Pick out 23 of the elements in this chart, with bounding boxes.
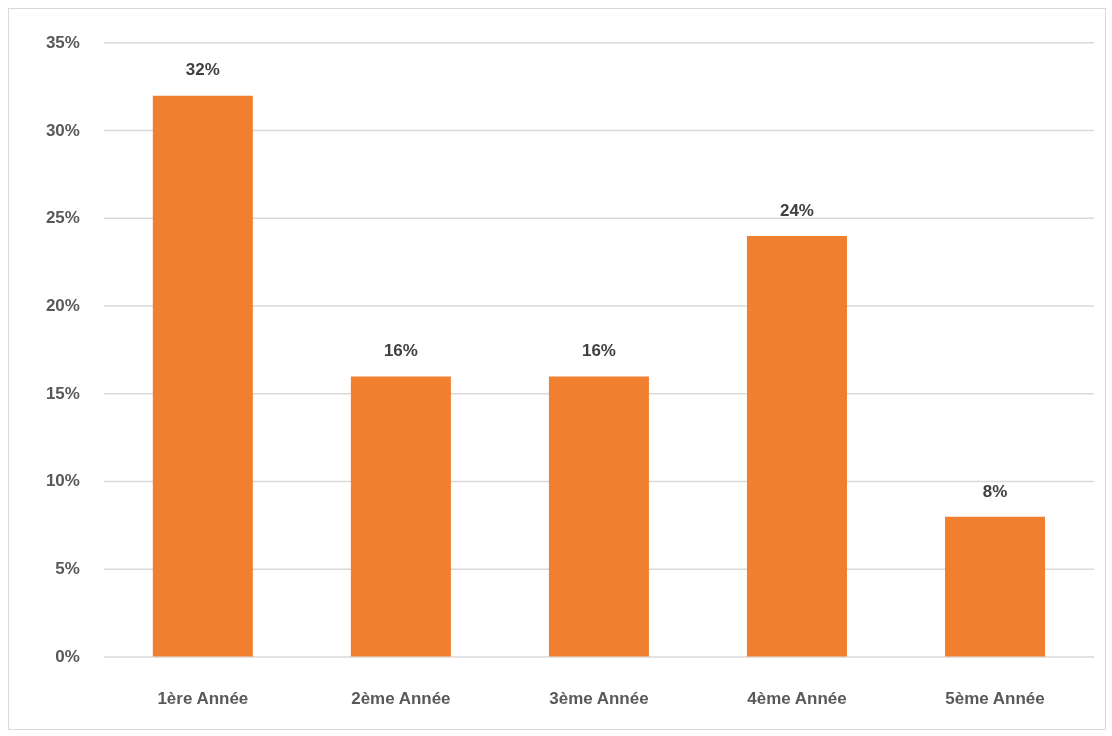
data-label: 8%: [982, 481, 1008, 501]
x-tick-label: 3ème Année: [549, 688, 649, 708]
y-tick-label: 35%: [45, 32, 80, 52]
y-tick-label: 30%: [45, 120, 80, 140]
x-tick-label: 1ère Année: [157, 688, 249, 708]
y-tick-label: 20%: [45, 295, 80, 315]
bar: [548, 376, 649, 657]
y-tick-label: 25%: [45, 208, 80, 228]
data-label: 24%: [779, 200, 814, 220]
bar: [152, 95, 253, 657]
bar: [945, 516, 1046, 657]
y-tick-label: 0%: [55, 646, 80, 666]
data-label: 32%: [185, 60, 220, 80]
y-tick-label: 5%: [55, 559, 80, 579]
data-label: 16%: [581, 341, 616, 361]
data-label: 16%: [383, 341, 418, 361]
x-tick-label: 2ème Année: [351, 688, 451, 708]
x-tick-label: 4ème Année: [747, 688, 847, 708]
x-tick-label: 5ème Année: [945, 688, 1045, 708]
bar: [746, 236, 847, 657]
bar: [350, 376, 451, 657]
y-tick-label: 10%: [45, 471, 80, 491]
y-tick-label: 15%: [45, 383, 80, 403]
